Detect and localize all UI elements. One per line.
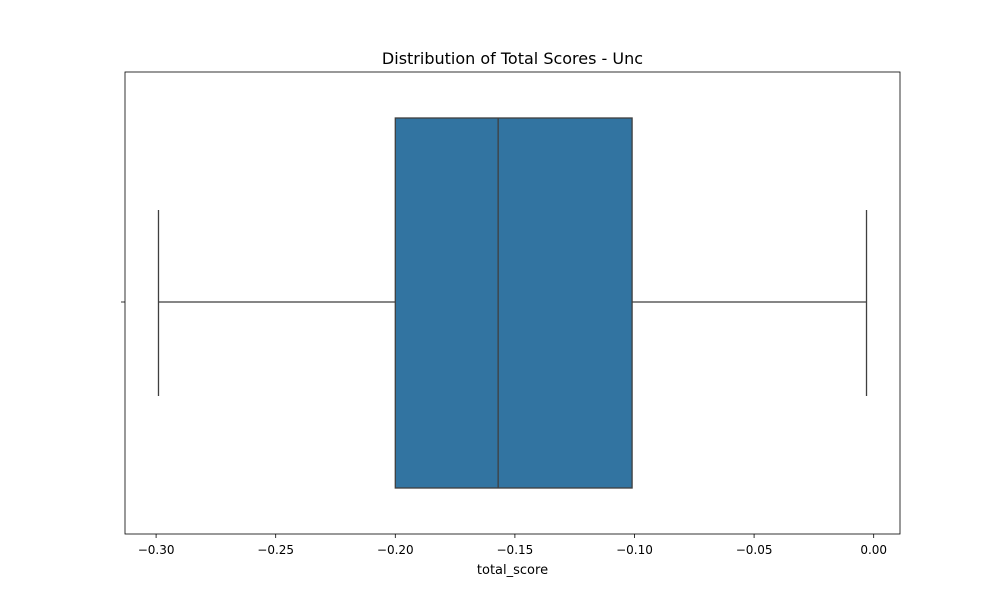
- plot-area: [124, 71, 901, 535]
- x-tick-label: −0.20: [377, 543, 414, 557]
- box-group: [157, 117, 868, 489]
- box-iqr: [394, 117, 633, 489]
- x-tick-label: −0.15: [497, 543, 534, 557]
- x-tick-label: −0.30: [138, 543, 175, 557]
- x-axis-label: total_score: [477, 563, 548, 578]
- x-axis: −0.30 −0.25 −0.20 −0.15 −0.10 −0.05 0.00: [138, 534, 887, 557]
- plot-frame: [124, 71, 901, 535]
- x-tick-label: 0.00: [860, 543, 887, 557]
- x-tick-label: −0.05: [736, 543, 773, 557]
- x-tick-label: −0.25: [257, 543, 294, 557]
- x-tick-label: −0.10: [616, 543, 653, 557]
- chart-title: Distribution of Total Scores - Unc: [382, 49, 643, 68]
